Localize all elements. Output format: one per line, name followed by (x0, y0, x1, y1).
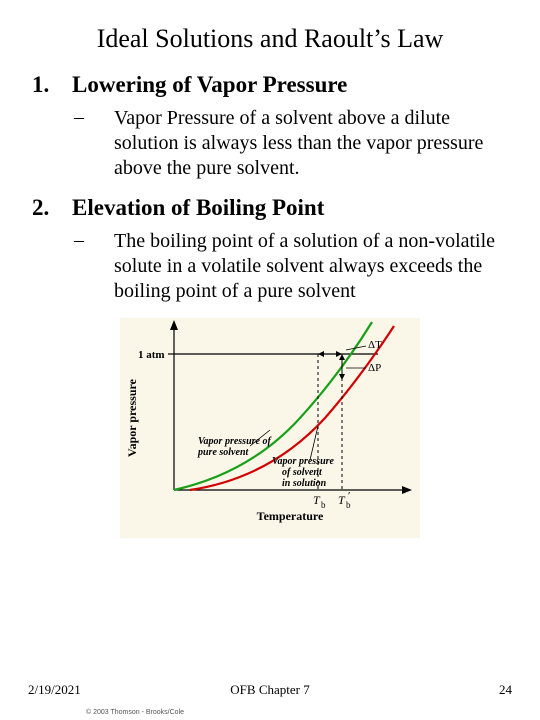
vapor-pressure-chart: 1 atm ΔT ΔP T b T b ′ Vapor pressure of … (120, 318, 420, 543)
svg-text:Temperature: Temperature (257, 509, 324, 523)
bullet-dash: – (74, 229, 114, 304)
item-number: 1. (32, 72, 72, 98)
svg-text:ΔT: ΔT (368, 339, 382, 351)
svg-text:′: ′ (348, 490, 350, 502)
list-item-1: 1. Lowering of Vapor Pressure (32, 72, 508, 98)
footer-center: OFB Chapter 7 (230, 682, 309, 698)
chart-svg: 1 atm ΔT ΔP T b T b ′ Vapor pressure of … (120, 318, 420, 538)
svg-text:in solution: in solution (282, 478, 327, 489)
item-heading: Elevation of Boiling Point (72, 195, 324, 221)
slide-footer: 2/19/2021 OFB Chapter 7 24 (28, 682, 512, 698)
page-title: Ideal Solutions and Raoult’s Law (32, 24, 508, 54)
svg-text:Vapor pressure: Vapor pressure (125, 378, 139, 457)
svg-text:of solvent: of solvent (282, 467, 323, 478)
footer-page-number: 24 (499, 682, 512, 698)
svg-text:Vapor pressure: Vapor pressure (272, 456, 335, 467)
svg-text:pure solvent: pure solvent (197, 447, 250, 458)
item-body: Vapor Pressure of a solvent above a dilu… (114, 106, 508, 181)
svg-text:Vapor pressure of: Vapor pressure of (198, 436, 272, 447)
item-heading: Lowering of Vapor Pressure (72, 72, 347, 98)
footer-date: 2/19/2021 (28, 682, 81, 698)
bullet-dash: – (74, 106, 114, 181)
item-body: The boiling point of a solution of a non… (114, 229, 508, 304)
svg-text:1 atm: 1 atm (138, 349, 165, 361)
svg-text:ΔP: ΔP (368, 362, 381, 374)
list-subitem-1: – Vapor Pressure of a solvent above a di… (74, 106, 508, 181)
list-item-2: 2. Elevation of Boiling Point (32, 195, 508, 221)
item-number: 2. (32, 195, 72, 221)
copyright-text: © 2003 Thomson - Brooks/Cole (86, 709, 184, 716)
list-subitem-2: – The boiling point of a solution of a n… (74, 229, 508, 304)
